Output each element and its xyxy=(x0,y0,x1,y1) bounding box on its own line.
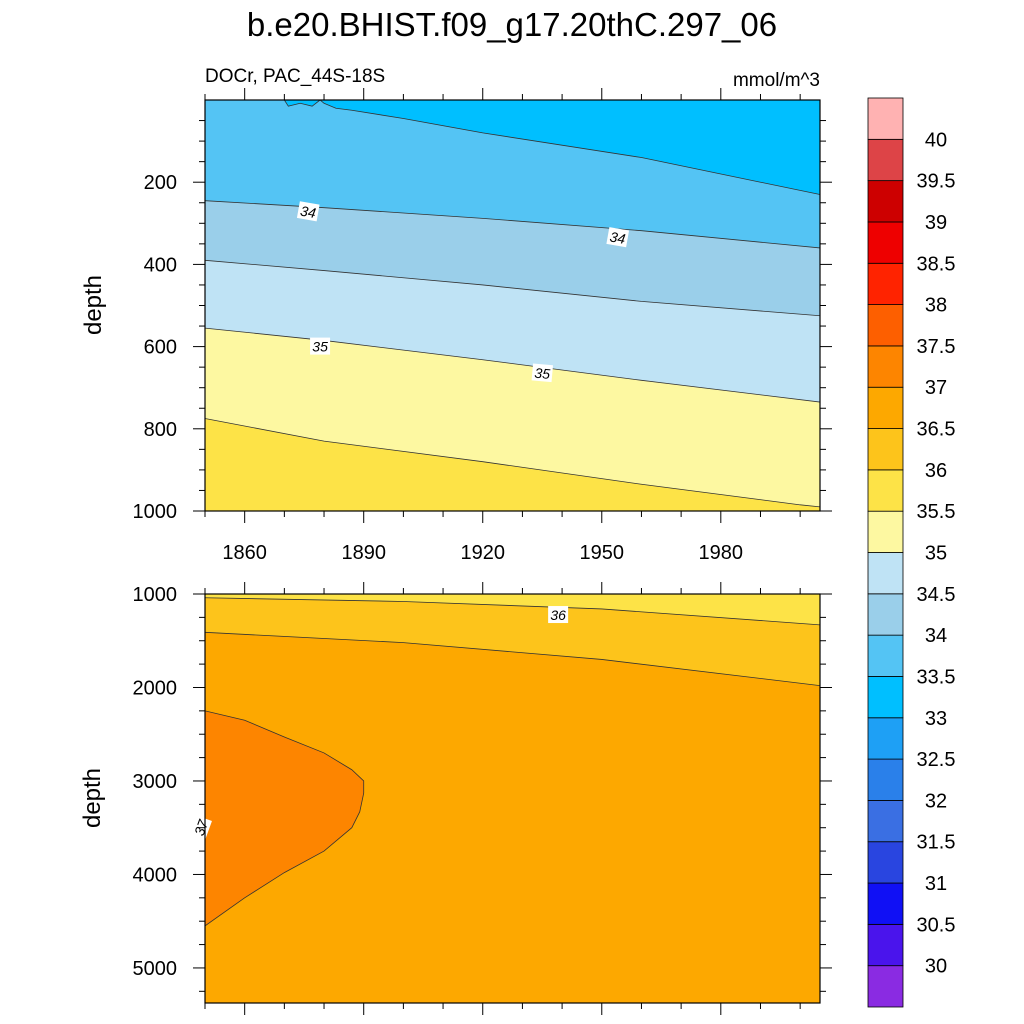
x-tick-label: 1890 xyxy=(341,542,386,564)
svg-text:37: 37 xyxy=(191,817,212,838)
bottom-panel: 36 37 1000 2000 3000 4000 5000 xyxy=(133,582,832,1015)
colorbar-swatch xyxy=(867,923,904,967)
colorbar-label: 33.5 xyxy=(917,666,956,688)
y-tick-label: 800 xyxy=(144,419,177,441)
colorbar-label: 31.5 xyxy=(917,832,956,854)
colorbar-label: 30.5 xyxy=(917,914,956,936)
colorbar-label: 32 xyxy=(925,790,947,812)
colorbar-label: 31 xyxy=(925,873,947,895)
x-tick-label: 1980 xyxy=(699,542,744,564)
colorbar-swatch xyxy=(867,676,904,719)
colorbar-swatch xyxy=(867,180,904,223)
colorbar-label: 33 xyxy=(925,708,947,730)
subtitle-left: DOCr, PAC_44S-18S xyxy=(205,66,385,87)
colorbar-label: 35.5 xyxy=(917,501,956,523)
contour-band xyxy=(205,632,820,1003)
colorbar-swatch xyxy=(867,510,904,553)
colorbar-label: 32.5 xyxy=(917,749,956,771)
contour-label: 36 xyxy=(548,606,569,624)
colorbar-label: 35 xyxy=(925,543,947,565)
plot-frame xyxy=(204,593,821,1004)
contour-line xyxy=(205,200,820,249)
colorbar-label: 36.5 xyxy=(917,419,956,441)
colorbar-swatch xyxy=(867,552,904,595)
contour-label: 34 xyxy=(296,201,320,222)
svg-text:34: 34 xyxy=(299,203,317,221)
contour-label: 35 xyxy=(531,363,554,383)
colorbar-label: 38 xyxy=(925,295,947,317)
contour-label: 35 xyxy=(310,337,331,355)
colorbar-label: 39.5 xyxy=(917,171,956,193)
colorbar-swatch xyxy=(867,262,904,305)
y-tick-label: 600 xyxy=(144,337,177,359)
colorbar-swatch xyxy=(867,345,904,388)
contour-line xyxy=(205,259,820,317)
svg-text:34: 34 xyxy=(609,228,627,246)
y-tick-label: 2000 xyxy=(133,677,178,699)
top-y-axis-label: depth xyxy=(80,275,107,335)
svg-text:36: 36 xyxy=(550,607,566,623)
colorbar-swatch xyxy=(867,469,904,512)
contour-label: 34 xyxy=(606,227,630,248)
colorbar: 30 30.5 31 31.5 32 32.5 33 33.5 34 34.5 35 35.5 36 36… xyxy=(867,97,956,1008)
y-tick-label: 400 xyxy=(144,254,177,276)
colorbar-swatch xyxy=(867,965,904,1008)
colorbar-label: 37.5 xyxy=(917,336,956,358)
colorbar-label: 36 xyxy=(925,460,947,482)
colorbar-swatch xyxy=(867,386,904,429)
x-tick-label: 1950 xyxy=(580,542,625,564)
colorbar-swatch xyxy=(867,97,904,140)
x-tick-label: 1920 xyxy=(460,542,505,564)
colorbar-label: 38.5 xyxy=(917,253,956,275)
colorbar-label: 40 xyxy=(925,129,947,151)
y-tick-label: 5000 xyxy=(133,958,178,980)
contour-line xyxy=(205,597,820,626)
colorbar-swatch xyxy=(867,138,904,182)
svg-text:35: 35 xyxy=(312,339,328,355)
y-tick-label: 1000 xyxy=(133,584,178,606)
colorbar-label: 34 xyxy=(925,625,947,647)
colorbar-swatch xyxy=(867,758,904,801)
colorbar-label: 34.5 xyxy=(917,584,956,606)
colorbar-swatch xyxy=(867,841,904,884)
colorbar-swatch xyxy=(867,221,904,264)
colorbar-label: 37 xyxy=(925,377,947,399)
y-tick-label: 3000 xyxy=(133,771,178,793)
contour-region xyxy=(205,710,365,1003)
colorbar-label: 30 xyxy=(925,956,947,978)
colorbar-swatch xyxy=(867,593,904,636)
figure-title: b.e20.BHIST.f09_g17.20thC.297_06 xyxy=(247,6,777,43)
y-tick-label: 4000 xyxy=(133,864,178,886)
colorbar-swatch xyxy=(867,428,904,471)
colorbar-swatch xyxy=(867,634,904,677)
svg-text:35: 35 xyxy=(534,365,551,382)
contour-line xyxy=(205,327,820,403)
x-tick-label: 1860 xyxy=(222,542,267,564)
colorbar-swatch xyxy=(867,304,904,347)
y-tick-label: 1000 xyxy=(133,501,178,523)
colorbar-swatch xyxy=(867,882,904,925)
colorbar-swatch xyxy=(867,800,904,843)
contour-line xyxy=(205,631,820,687)
y-tick-label: 200 xyxy=(144,172,177,194)
contour-line xyxy=(205,418,820,508)
bottom-y-axis-label: depth xyxy=(79,768,106,828)
top-panel: 34 34 35 35 1860 1890 1920 1950 1980 200 400 600 800… xyxy=(133,88,832,564)
subtitle-right: mmol/m^3 xyxy=(733,70,820,91)
contour-line xyxy=(284,100,820,195)
colorbar-swatch xyxy=(867,717,904,760)
colorbar-label: 39 xyxy=(925,212,947,234)
